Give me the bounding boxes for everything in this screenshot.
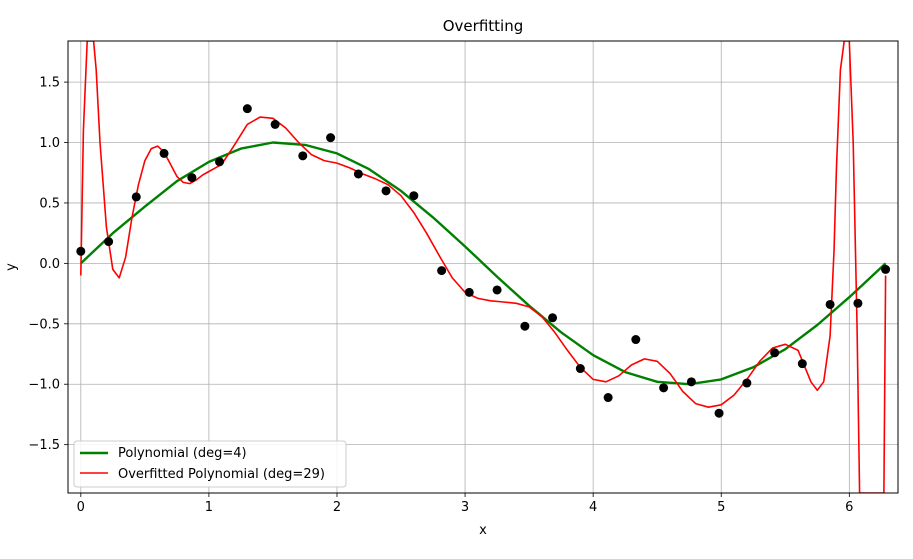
legend-label-overfitted-deg29: Overfitted Polynomial (deg=29) [118,467,325,482]
data-points [76,104,891,418]
y-tick-label: −1.0 [28,378,60,393]
legend-box [73,440,347,488]
data-point [242,104,252,114]
y-axis-label: y [4,263,19,271]
y-tick-label: 0.0 [39,257,60,272]
data-point [825,299,835,309]
data-point [464,287,474,297]
data-point [353,169,363,179]
data-point [159,148,169,158]
polynomial-deg4-line [79,141,887,386]
y-tick-label: 1.0 [39,136,60,151]
legend-label-polynomial-deg4: Polynomial (deg=4) [118,446,247,461]
data-point [520,321,530,331]
x-tick-label: 0 [77,500,85,515]
data-point [381,186,391,196]
chart-title: Overfitting [443,17,524,35]
legend: Polynomial (deg=4) Overfitted Polynomial… [73,440,347,488]
data-point [575,364,585,374]
y-tick-label: 1.5 [39,76,60,91]
y-tick-label: −1.5 [28,438,60,453]
y-tick-label: −0.5 [28,317,60,332]
x-tick-label: 2 [333,500,341,515]
data-point [548,313,558,323]
axis-ticks: 0 1 2 3 4 5 6 −1.5 −1.0 −0.5 0.0 0.5 1.0 1.5 [28,76,853,515]
data-point [298,151,308,161]
x-tick-label: 1 [205,500,213,515]
data-point [603,393,613,403]
data-point [492,285,502,295]
data-point [437,266,447,276]
data-point [104,237,114,247]
x-tick-label: 5 [717,500,725,515]
data-point [326,133,336,143]
data-point [409,191,419,201]
data-point [270,119,280,129]
plot-frame [67,40,899,494]
data-point [659,383,669,393]
data-point [686,377,696,387]
data-point [215,157,225,167]
data-point [131,192,141,202]
y-tick-label: 0.5 [39,196,60,211]
data-point [631,335,641,345]
data-point [881,264,891,274]
data-point [797,359,807,369]
data-point [770,348,780,358]
data-point [742,378,752,388]
x-axis-label: x [479,523,487,538]
data-point [714,408,724,418]
x-tick-label: 3 [461,500,469,515]
data-point [76,246,86,256]
x-tick-label: 6 [845,500,853,515]
x-tick-label: 4 [589,500,597,515]
data-point [187,173,197,183]
data-point [853,298,863,308]
